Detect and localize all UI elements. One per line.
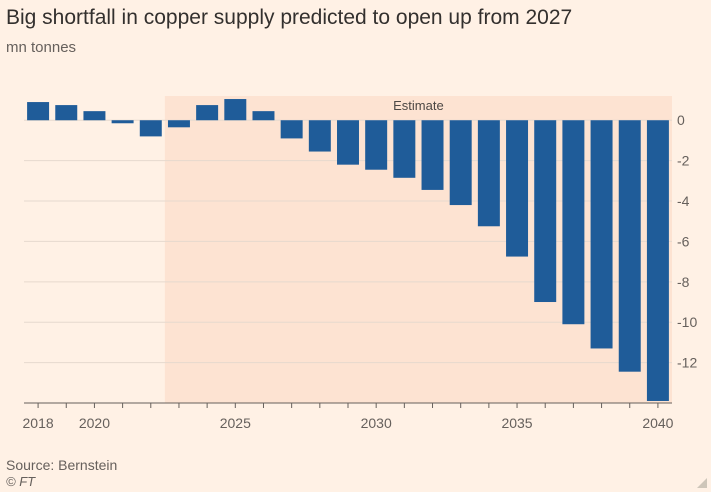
bar-2020 (83, 111, 106, 121)
bar-2040 (646, 120, 669, 401)
bar-2026 (252, 111, 275, 121)
x-axis-ticks: 2018 2020 2025 2030 2035 2040 (23, 403, 674, 431)
bar-2038 (590, 120, 613, 349)
y-axis-labels: 0 -2 -4 -6 -8 -10 -12 (677, 112, 697, 370)
bar-2031 (393, 120, 416, 178)
x-tick-label: 2018 (23, 415, 54, 431)
estimate-shade (164, 96, 672, 403)
y-tick-label: -12 (677, 355, 697, 371)
bar-2032 (421, 120, 444, 190)
bar-2023 (167, 120, 190, 128)
y-tick-label: 0 (677, 112, 685, 128)
bar-2039 (618, 120, 641, 372)
bar-2037 (562, 120, 585, 325)
bars (27, 99, 669, 401)
resize-grip-icon[interactable] (697, 478, 707, 488)
x-tick-label: 2040 (642, 415, 673, 431)
bar-2022 (139, 120, 162, 137)
y-tick-label: -2 (677, 153, 690, 169)
bar-2019 (55, 105, 78, 121)
y-tick-label: -10 (677, 314, 697, 330)
chart-subtitle: mn tonnes (6, 39, 77, 56)
y-tick-label: -4 (677, 193, 690, 209)
x-tick-label: 2035 (501, 415, 532, 431)
bar-2024 (196, 105, 219, 121)
x-tick-label: 2020 (79, 415, 110, 431)
x-tick-label: 2025 (220, 415, 251, 431)
bar-2036 (534, 120, 557, 303)
chart-title: Big shortfall in copper supply predicted… (6, 6, 573, 29)
source-note: Source: Bernstein (6, 457, 118, 473)
bar-2028 (308, 120, 331, 152)
bar-2021 (111, 120, 134, 124)
estimate-label: Estimate (393, 98, 444, 113)
bar-2018 (27, 102, 50, 121)
bar-2029 (337, 120, 359, 165)
bar-2033 (449, 120, 472, 206)
y-tick-label: -6 (677, 233, 690, 249)
bar-2025 (224, 99, 247, 121)
copyright-note: © FT (6, 474, 36, 489)
bar-2035 (506, 120, 529, 257)
y-tick-label: -8 (677, 274, 690, 290)
x-tick-label: 2030 (361, 415, 392, 431)
bar-2034 (477, 120, 500, 227)
bar-2030 (365, 120, 388, 170)
bar-2027 (280, 120, 303, 139)
